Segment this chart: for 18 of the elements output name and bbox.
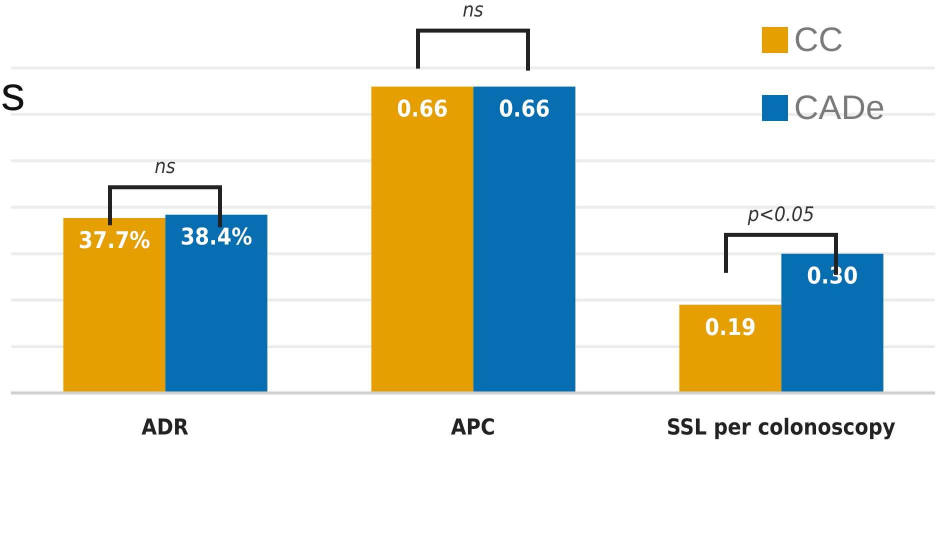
annotation: p<0.05 xyxy=(746,202,814,226)
legend-label: CADe xyxy=(794,88,885,129)
x-tick-label: APC xyxy=(450,416,496,441)
data-label: 0.66 xyxy=(498,96,550,123)
data-label: 0.19 xyxy=(704,314,756,341)
annotation: ns xyxy=(154,154,176,178)
bar xyxy=(371,86,474,393)
text: ns xyxy=(462,0,484,22)
data-label: 0.66 xyxy=(396,96,448,123)
bar xyxy=(473,86,576,393)
x-tick-label: SSL per colonoscopy xyxy=(666,416,896,441)
data-label: 37.7% xyxy=(78,228,151,254)
x-tick-label: ADR xyxy=(142,416,188,441)
chart-title: s xyxy=(1,68,25,121)
bar xyxy=(679,304,782,393)
data-label: 0.30 xyxy=(806,264,858,290)
legend-label: CC xyxy=(794,20,844,61)
data-label: 38.4% xyxy=(180,224,253,251)
